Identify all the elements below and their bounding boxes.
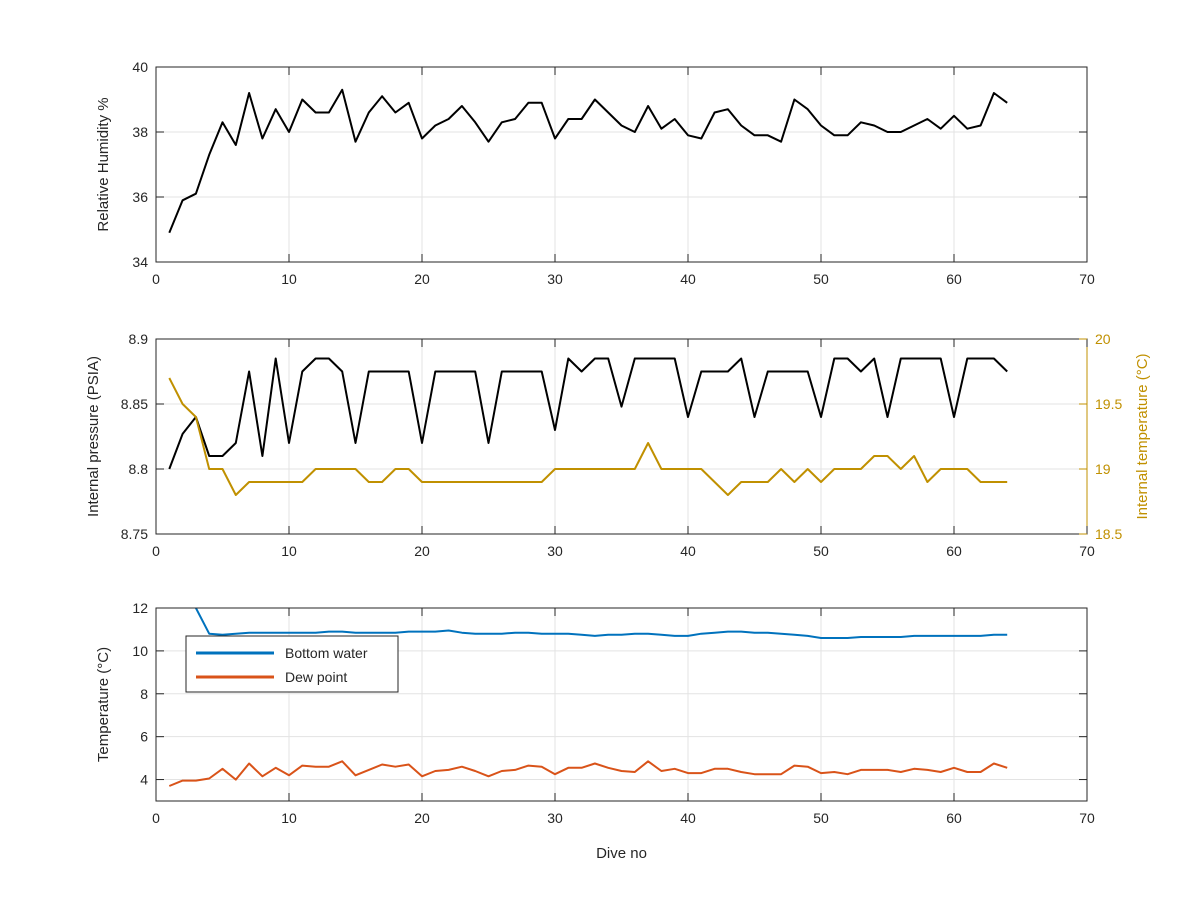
x-tick-label: 30 [547,271,563,287]
chart-panel-3: 0 10 20 30 40 50 60 70 4 6 8 10 12 Temperature (°C) Di… [95,600,1095,862]
y-tick-label: 8.8 [129,461,149,477]
y-tick-label: 8.75 [121,526,148,542]
x-tick-label: 20 [414,543,430,559]
legend-box [185,635,399,693]
y-tick-label: 34 [132,254,148,270]
x-tick-label: 20 [414,271,430,287]
axes-box [155,607,1088,802]
y-tick-label: 8.85 [121,396,148,412]
x-tick-label: 70 [1079,810,1095,826]
y-axis-label: Internal pressure (PSIA) [85,356,102,517]
x-tick-label: 0 [152,271,160,287]
legend: Bottom water Dew point [185,635,399,693]
y-tick-label: 6 [140,729,148,745]
x-tick-label: 40 [680,543,696,559]
y-tick-label: 12 [132,600,148,616]
series-line-1 [168,88,1008,234]
x-tick-label: 50 [813,543,829,559]
legend-label: Dew point [285,669,347,685]
y-tick-label: 8.9 [129,331,149,347]
y-axis-label: Relative Humidity % [95,97,112,231]
x-tick-label: 40 [680,810,696,826]
series-line-2 [168,377,1008,496]
x-tick-label: 20 [414,810,430,826]
x-tick-label: 60 [946,810,962,826]
x-tick-label: 70 [1079,543,1095,559]
y2-tick-label: 18.5 [1095,526,1122,542]
axes-box [155,66,1088,263]
y-tick-label: 8 [140,686,148,702]
x-tick-label: 10 [281,810,297,826]
x-tick-label: 60 [946,271,962,287]
y2-tick-label: 20 [1095,331,1111,347]
series-line-dew-point [168,760,1008,787]
chart-panel-1: 0 10 20 30 40 50 60 70 34 36 38 40 Relative Humidity… [95,59,1095,287]
x-tick-label: 0 [152,810,160,826]
plot-area [156,67,1087,262]
x-tick-label: 10 [281,543,297,559]
x-tick-label: 10 [281,271,297,287]
x-tick-label: 50 [813,271,829,287]
y-axis-label: Temperature (°C) [95,647,112,762]
x-tick-label: 30 [547,543,563,559]
x-tick-label: 30 [547,810,563,826]
plot-area [156,339,1087,534]
series-line-bottom-water [194,608,1008,639]
y-tick-label: 10 [132,643,148,659]
x-tick-label: 50 [813,810,829,826]
x-tick-label: 40 [680,271,696,287]
y2-tick-label: 19.5 [1095,396,1122,412]
y-tick-label: 40 [132,59,148,75]
x-tick-label: 60 [946,543,962,559]
x-tick-label: 70 [1079,271,1095,287]
series-line-1 [168,357,1008,470]
y2-axis-label: Internal temperature (°C) [1134,353,1151,519]
y2-tick-label: 19 [1095,461,1111,477]
chart-panel-2: 0 10 20 30 40 50 60 70 8.75 8.8 8.85 8.9 18.5 19 19.5 2… [85,331,1151,559]
x-axis-label: Dive no [596,845,647,862]
y-tick-label: 36 [132,189,148,205]
y-tick-label: 38 [132,124,148,140]
x-tick-label: 0 [152,543,160,559]
y-tick-label: 4 [140,772,148,788]
legend-label: Bottom water [285,645,368,661]
